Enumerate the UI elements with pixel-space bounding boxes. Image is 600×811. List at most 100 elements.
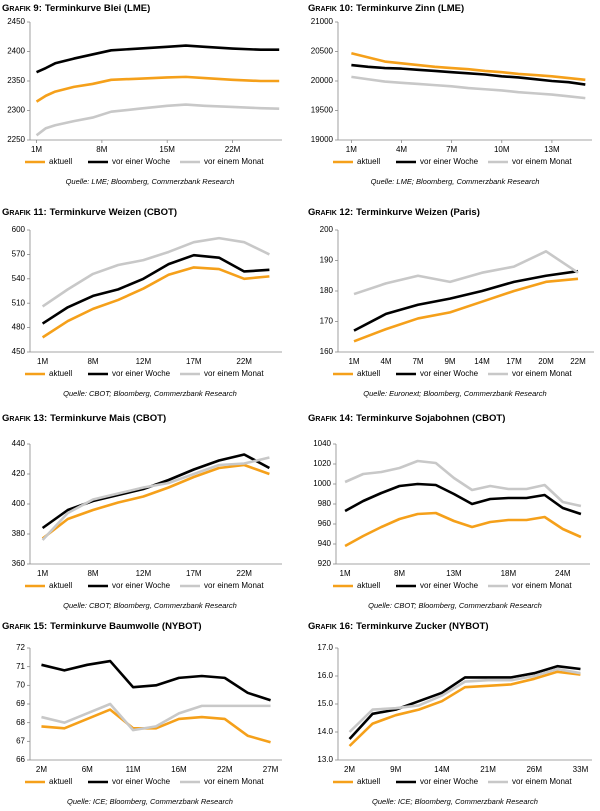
x-tick-label: 1M [37,357,48,366]
x-tick-label: 17M [186,569,202,578]
y-tick-label: 190 [320,256,334,265]
series-line [348,670,581,747]
y-tick-label: 71 [16,662,25,671]
x-tick-label: 21M [480,765,496,774]
series-line [41,702,271,732]
x-tick-label: 22M [225,145,241,154]
chart-title: Grafik 16: Terminkurve Zucker (NYBOT) [308,621,488,632]
x-tick-label: 27M [263,765,279,774]
y-tick-label: 1020 [313,459,331,468]
y-tick-label: 19000 [311,135,334,144]
y-tick-label: 200 [320,225,334,234]
chart-label: Grafik 15: [2,621,47,632]
chart-title: Grafik 12: Terminkurve Weizen (Paris) [308,207,480,218]
y-tick-label: 510 [12,298,26,307]
x-tick-label: 8M [87,569,98,578]
x-tick-label: 24M [555,569,571,578]
chart-label: Grafik 12: [308,207,353,218]
y-tick-label: 20000 [311,76,334,85]
x-tick-label: 1M [348,357,359,366]
legend-label: aktuell [357,777,380,786]
source-note: Quelle: Euronext; Bloomberg, Commerzbank… [363,389,546,398]
y-tick-label: 940 [318,539,332,548]
legend-label: aktuell [49,777,72,786]
y-tick-label: 920 [318,559,332,568]
legend-label: vor einem Monat [204,777,264,786]
series-line [41,253,270,325]
x-tick-label: 2M [344,765,355,774]
x-tick-label: 13M [544,145,560,154]
legend-label: vor einem Monat [512,369,572,378]
legend-label: aktuell [357,369,380,378]
x-tick-label: 17M [506,357,522,366]
x-tick-label: 1M [346,145,357,154]
series-line [348,667,581,733]
chart-label: Grafik 11: [2,207,47,218]
x-tick-label: 4M [380,357,391,366]
x-tick-label: 18M [501,569,517,578]
series-line [353,277,579,343]
series-line [41,456,270,541]
x-tick-label: 17M [186,357,202,366]
y-tick-label: 15.0 [317,699,333,708]
y-tick-label: 980 [318,499,332,508]
y-tick-label: 20500 [311,47,334,56]
x-tick-label: 22M [236,357,252,366]
y-tick-label: 72 [16,643,25,652]
legend-label: vor einer Woche [112,777,171,786]
y-tick-label: 68 [16,718,25,727]
x-tick-label: 7M [412,357,423,366]
x-tick-label: 8M [96,145,107,154]
legend-label: aktuell [49,369,72,378]
series-line [344,482,582,516]
x-tick-label: 4M [396,145,407,154]
chart-title-text: Terminkurve Sojabohnen (CBOT) [356,413,505,424]
y-tick-label: 960 [318,519,332,528]
x-tick-label: 10M [494,145,510,154]
y-tick-label: 170 [320,317,334,326]
y-tick-label: 17.0 [317,643,333,652]
x-tick-label: 8M [394,569,405,578]
legend-label: vor einer Woche [420,581,479,590]
legend-label: vor einer Woche [420,369,479,378]
x-tick-label: 6M [82,765,93,774]
chart-title-text: Terminkurve Zinn (LME) [356,3,464,14]
source-note: Quelle: CBOT; Bloomberg, Commerzbank Res… [63,389,237,398]
series-line [353,250,579,296]
chart-label: Grafik 14: [308,413,353,424]
y-tick-label: 19500 [311,106,334,115]
legend-label: aktuell [357,581,380,590]
series-line [41,708,271,744]
legend-label: vor einem Monat [204,369,264,378]
x-tick-label: 15M [159,145,175,154]
series-line [35,103,280,137]
y-tick-label: 66 [16,755,25,764]
series-line [41,236,270,308]
x-tick-label: 7M [446,145,457,154]
series-line [41,463,270,540]
chart-title: Grafik 13: Terminkurve Mais (CBOT) [2,413,166,424]
source-note: Quelle: CBOT; Bloomberg, Commerzbank Res… [63,601,237,610]
legend-label: vor einer Woche [112,157,171,166]
y-tick-label: 440 [12,439,26,448]
y-tick-label: 1000 [313,479,331,488]
series-line [344,511,582,548]
y-tick-label: 480 [12,323,26,332]
y-tick-label: 2300 [7,106,25,115]
series-line [351,52,586,82]
series-line [35,75,280,103]
y-tick-label: 70 [16,680,25,689]
legend-label: vor einem Monat [512,777,572,786]
chart-title-text: Terminkurve Blei (LME) [45,3,150,14]
series-line [351,75,586,100]
chart-title: Grafik 15: Terminkurve Baumwolle (NYBOT) [2,621,201,632]
y-tick-label: 13.0 [317,755,333,764]
y-tick-label: 540 [12,274,26,283]
chart-title-text: Terminkurve Weizen (CBOT) [50,207,177,218]
x-tick-label: 20M [538,357,554,366]
y-tick-label: 69 [16,699,25,708]
x-tick-label: 22M [570,357,586,366]
legend-label: vor einem Monat [204,581,264,590]
y-tick-label: 450 [12,347,26,356]
